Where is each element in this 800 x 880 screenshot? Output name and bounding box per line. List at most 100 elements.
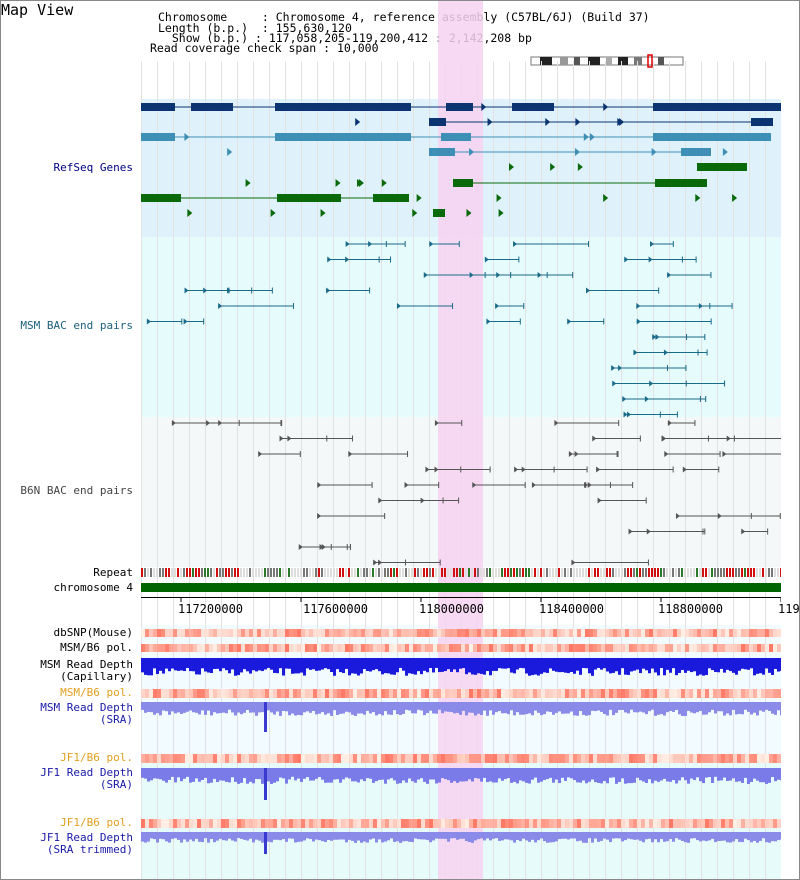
polymorphism-cell [417,689,421,698]
polymorphism-cell [221,644,225,652]
read-depth-bar [354,658,357,674]
polymorphism-cell [353,819,357,828]
read-depth-bar [510,658,513,673]
read-depth-bar [255,702,258,716]
read-depth-bar [174,768,177,783]
polymorphism-cell [601,689,605,698]
read-depth-bar [171,768,174,777]
chromosome-ideogram[interactable] [530,53,686,72]
read-depth-bar [759,658,762,674]
read-depth-bar [435,658,438,668]
polymorphism-cell [717,754,721,763]
polymorphism-cell [197,754,201,763]
polymorphism-cell [617,819,621,828]
repeat-element [207,568,209,577]
repeat-element [282,568,284,577]
read-depth-bar [456,658,459,673]
read-depth-bar [762,702,765,712]
read-depth-bar [450,832,453,839]
read-depth-bar [780,832,781,840]
genome-tracks[interactable] [141,1,781,880]
polymorphism-cell [449,754,453,763]
repeat-element [156,568,158,577]
polymorphism-cell [261,689,265,698]
repeat-element [477,568,479,577]
gene-exon [441,133,471,141]
read-depth-bar [456,768,459,783]
polymorphism-cell [413,819,417,828]
repeat-element [606,568,608,577]
read-depth-bar [399,702,402,715]
gene-strand-arrow [723,163,729,171]
polymorphism-cell [761,754,765,763]
polymorphism-cell [673,689,677,698]
polymorphism-cell [465,819,469,828]
highlight-band [438,1,483,879]
read-depth-bar [774,702,777,715]
read-depth-bar [768,768,771,783]
chromosome-label: Chromosome [158,10,228,24]
read-depth-bar [618,768,621,782]
read-depth-bar [579,702,582,712]
read-depth-bar [291,702,294,714]
read-depth-bar [294,658,297,674]
read-depth-bar [696,832,699,841]
polymorphism-cell [573,819,577,828]
gene-exon [751,118,773,126]
read-depth-bar [555,658,558,672]
polymorphism-cell [209,689,213,698]
read-depth-bar [384,832,387,842]
read-depth-bar [249,702,252,713]
read-depth-bar [624,768,627,784]
read-depth-bar [645,768,648,783]
bac-end-marker [434,420,439,426]
read-depth-bar [330,658,333,673]
polymorphism-cell [581,819,585,828]
read-depth-bar [633,658,636,671]
polymorphism-cell [745,819,749,828]
read-depth-bar [471,658,474,675]
polymorphism-cell [709,819,713,828]
polymorphism-cell [241,629,245,637]
read-depth-bar [732,658,735,673]
gene-exon [141,133,175,141]
polymorphism-cell [553,754,557,763]
read-depth-bar [735,768,738,782]
polymorphism-cell [753,689,757,698]
read-depth-bar [342,658,345,673]
read-depth-bar [762,658,765,675]
read-depth-bar [690,768,693,779]
gene-strand-arrow [381,179,387,187]
read-depth-bar [402,702,405,714]
polymorphism-cell [593,754,597,763]
read-depth-bar [360,658,363,674]
polymorphism-cell [685,629,689,637]
polymorphism-cell [169,629,173,637]
repeat-element [333,568,335,577]
read-depth-bar [468,768,471,780]
repeat-element [318,568,320,577]
polymorphism-cell [273,689,277,698]
polymorphism-cell [233,689,237,698]
polymorphism-cell [769,754,773,763]
read-depth-bar [570,768,573,779]
read-depth-bar [432,832,435,841]
polymorphism-cell [577,689,581,698]
polymorphism-cell [281,689,285,698]
bac-end-marker [682,466,687,473]
bac-end-marker [667,420,672,426]
polymorphism-cell [609,644,613,652]
gene-strand-arrow [301,133,307,141]
read-depth-bar [582,658,585,669]
polymorphism-cell [473,819,477,828]
repeat-element [288,568,290,577]
polymorphism-cell [581,629,585,637]
polymorphism-cell [757,754,761,763]
read-depth-bar [681,832,684,841]
read-depth-bar [588,702,591,716]
polymorphism-cell [417,644,421,652]
read-depth-bar [648,832,651,839]
polymorphism-cell [337,629,341,637]
polymorphism-cell [421,644,425,652]
repeat-element [657,568,659,577]
